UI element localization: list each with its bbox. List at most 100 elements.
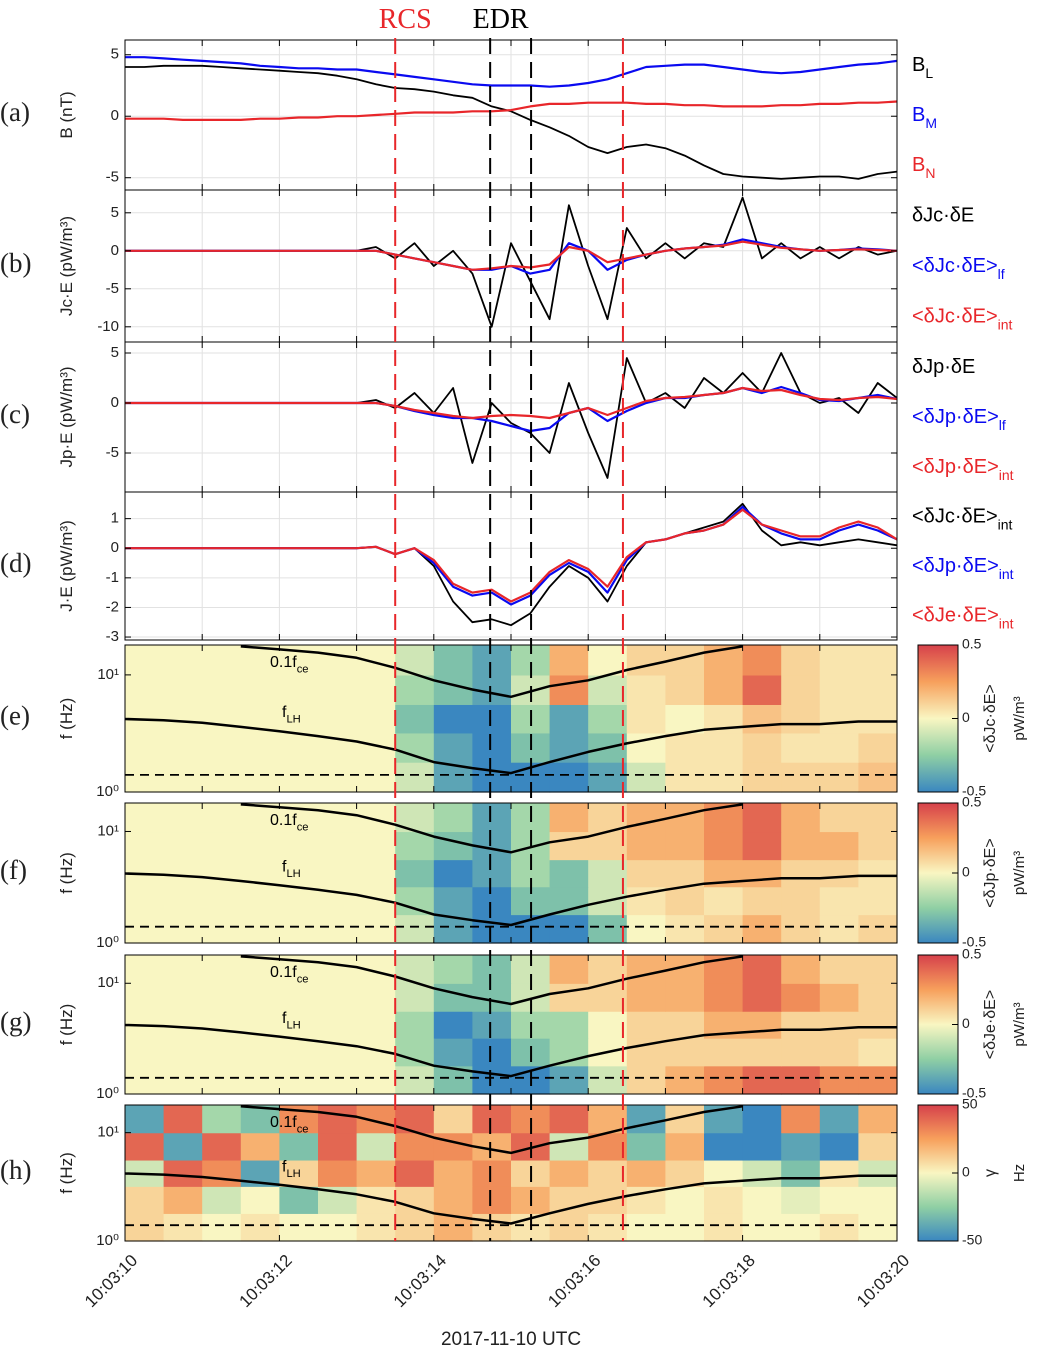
y-axis-label: f (Hz): [57, 698, 76, 740]
heatmap-cell: [704, 1186, 744, 1214]
heatmap-cell: [704, 886, 744, 916]
heatmap-cell: [858, 1186, 898, 1214]
heatmap-cell: [626, 1065, 666, 1095]
curve-label: fLH: [282, 859, 301, 881]
heatmap-cell: [318, 674, 358, 705]
heatmap-cell: [472, 1011, 512, 1039]
heatmap-cell: [704, 1038, 744, 1067]
y-tick-label: 10¹: [97, 1124, 119, 1141]
curve-label: 0.1fce: [270, 964, 309, 986]
heatmap-cell: [125, 1213, 165, 1242]
heatmap-cell: [588, 1065, 628, 1095]
colorbar: [917, 644, 959, 793]
y-tick-label: 1: [111, 510, 119, 527]
heatmap-cell: [588, 1011, 628, 1039]
heatmap-cell: [240, 1186, 280, 1214]
heatmap-cell: [356, 674, 396, 705]
heatmap-cell: [163, 914, 203, 944]
heatmap-cell: [742, 1038, 782, 1067]
heatmap-cell: [626, 1132, 666, 1161]
y-tick-label: -1: [106, 569, 119, 586]
heatmap-cell: [742, 1105, 782, 1134]
heatmap-cell: [125, 1105, 165, 1134]
heatmap-cell: [819, 1065, 859, 1095]
heatmap-cell: [472, 1065, 512, 1095]
heatmap-cell: [202, 1105, 242, 1134]
heatmap-cell: [472, 803, 512, 833]
heatmap-cell: [318, 831, 358, 861]
heatmap-cell: [858, 1213, 898, 1242]
heatmap-cell: [665, 1065, 705, 1095]
heatmap-cell: [125, 732, 165, 763]
heatmap-cell: [163, 762, 203, 793]
heatmap-cell: [781, 831, 821, 861]
colorbar-tick-label: 0: [962, 1015, 970, 1031]
heatmap-cell: [742, 914, 782, 944]
heatmap-cell: [395, 1132, 435, 1161]
heatmap-cell: [279, 762, 319, 793]
heatmap-cell: [318, 983, 358, 1012]
heatmap-cell: [395, 1038, 435, 1067]
y-tick-label: 5: [111, 204, 119, 221]
heatmap-cell: [704, 674, 744, 705]
curve-label-main: 0.1f: [270, 812, 297, 829]
panel-label: (g): [0, 1007, 31, 1037]
heatmap-cell: [163, 1186, 203, 1214]
heatmap-cell: [626, 1159, 666, 1187]
heatmap-cell: [125, 1186, 165, 1214]
heatmap-cell: [819, 645, 859, 676]
heatmap-cell: [202, 732, 242, 763]
x-tick-label: 10:03:16: [544, 1251, 604, 1311]
heatmap-cell: [665, 762, 705, 793]
legend-entry-sub: int: [999, 615, 1014, 631]
colorbar-tick-label: 0.5: [962, 946, 982, 962]
heatmap-cell: [781, 1011, 821, 1039]
heatmap-cell: [472, 886, 512, 916]
curve-label-main: 0.1f: [270, 1114, 297, 1131]
marker-label: EDR: [473, 4, 529, 35]
heatmap-cell: [665, 674, 705, 705]
heatmap-cell: [163, 674, 203, 705]
colorbar-tick-label: 0: [962, 864, 970, 880]
line-series: [125, 56, 898, 88]
heatmap-cell: [279, 1186, 319, 1214]
heatmap-cell: [356, 983, 396, 1012]
heatmap-cell: [742, 674, 782, 705]
heatmap-cell: [858, 1105, 898, 1134]
y-tick-label: 10¹: [97, 822, 119, 839]
legend-entry: BM: [912, 104, 937, 131]
curve-label-main: f: [282, 1159, 287, 1176]
heatmap-cell: [665, 914, 705, 944]
heatmap-cell: [125, 645, 165, 676]
heatmap-cell: [202, 859, 242, 888]
legend-entry-sub: int: [999, 566, 1014, 582]
heatmap-cell: [472, 645, 512, 676]
heatmap-cell: [742, 1065, 782, 1095]
heatmap-cell: [742, 1159, 782, 1187]
colorbar-tick-label: -0.5: [962, 783, 986, 799]
x-tick-label: 10:03:20: [853, 1251, 913, 1311]
y-tick-label: -10: [97, 318, 119, 335]
heatmap-cell: [240, 1213, 280, 1242]
heatmap-cell: [472, 1213, 512, 1242]
curve-label-sub: LH: [286, 1168, 300, 1180]
heatmap-cell: [819, 1011, 859, 1039]
heatmap-cell: [472, 704, 512, 734]
legend-entry: BL: [912, 54, 933, 81]
heatmap-cell: [240, 983, 280, 1012]
heatmap-cell: [626, 674, 666, 705]
heatmap-cell: [202, 886, 242, 916]
heatmap-cell: [356, 1065, 396, 1095]
y-tick-label: -2: [106, 598, 119, 615]
heatmap-cell: [318, 1159, 358, 1187]
heatmap-cell: [665, 1011, 705, 1039]
heatmap-cell: [125, 983, 165, 1012]
heatmap-cell: [819, 886, 859, 916]
heatmap-cell: [395, 831, 435, 861]
curve-label-main: f: [282, 1010, 287, 1027]
heatmap-cell: [819, 1159, 859, 1187]
heatmap-cell: [665, 704, 705, 734]
legend-entry: <δJc·δE>lf: [912, 255, 1005, 282]
panel-label: (a): [0, 97, 30, 127]
heatmap-cell: [318, 1105, 358, 1134]
